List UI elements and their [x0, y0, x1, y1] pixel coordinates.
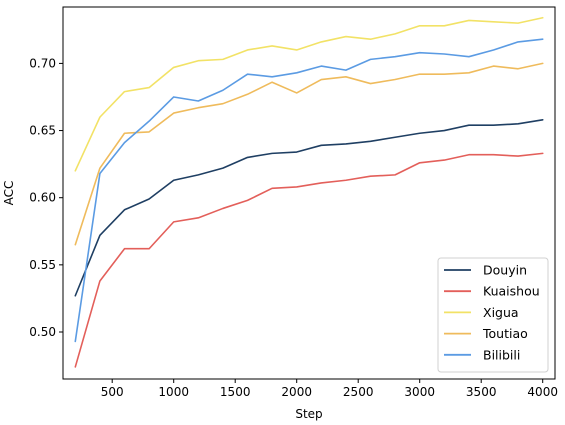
legend-label: Bilibili: [483, 347, 520, 362]
legend-label: Xigua: [483, 305, 519, 320]
x-tick-label: 3500: [466, 385, 497, 399]
legend-box: [437, 257, 549, 373]
legend-label: Toutiao: [482, 326, 528, 341]
series-layer: [74, 16, 544, 368]
series-line-bilibili: [74, 38, 544, 343]
y-tick-label: 0.50: [29, 325, 56, 339]
y-tick-label: 0.55: [29, 258, 56, 272]
y-tick-label: 0.65: [29, 124, 56, 138]
x-tick-label: 500: [101, 385, 124, 399]
x-tick-label: 1000: [158, 385, 189, 399]
series-line-xigua: [74, 16, 544, 172]
legend: Douyin Kuaishou Xigua Toutiao Bilibili: [437, 257, 549, 373]
y-axis: 0.50 0.55 0.60 0.65 0.70: [29, 56, 63, 339]
x-tick-label: 1500: [220, 385, 251, 399]
plot-area-frame: [62, 6, 556, 380]
x-tick-label: 2500: [343, 385, 374, 399]
y-tick-label: 0.70: [29, 56, 56, 70]
x-axis: 500 1000 1500 2000 2500 3000 3500 4000: [101, 379, 558, 399]
legend-label: Kuaishou: [483, 284, 540, 299]
x-axis-label: Step: [295, 407, 322, 421]
series-line-douyin: [74, 119, 544, 297]
x-tick-label: 4000: [527, 385, 558, 399]
x-tick-label: 3000: [404, 385, 435, 399]
series-line-toutiao: [74, 62, 544, 246]
legend-label: Douyin: [483, 263, 527, 278]
y-tick-label: 0.60: [29, 191, 56, 205]
x-tick-label: 2000: [281, 385, 312, 399]
y-axis-label: ACC: [2, 181, 16, 206]
series-line-kuaishou: [74, 152, 544, 368]
